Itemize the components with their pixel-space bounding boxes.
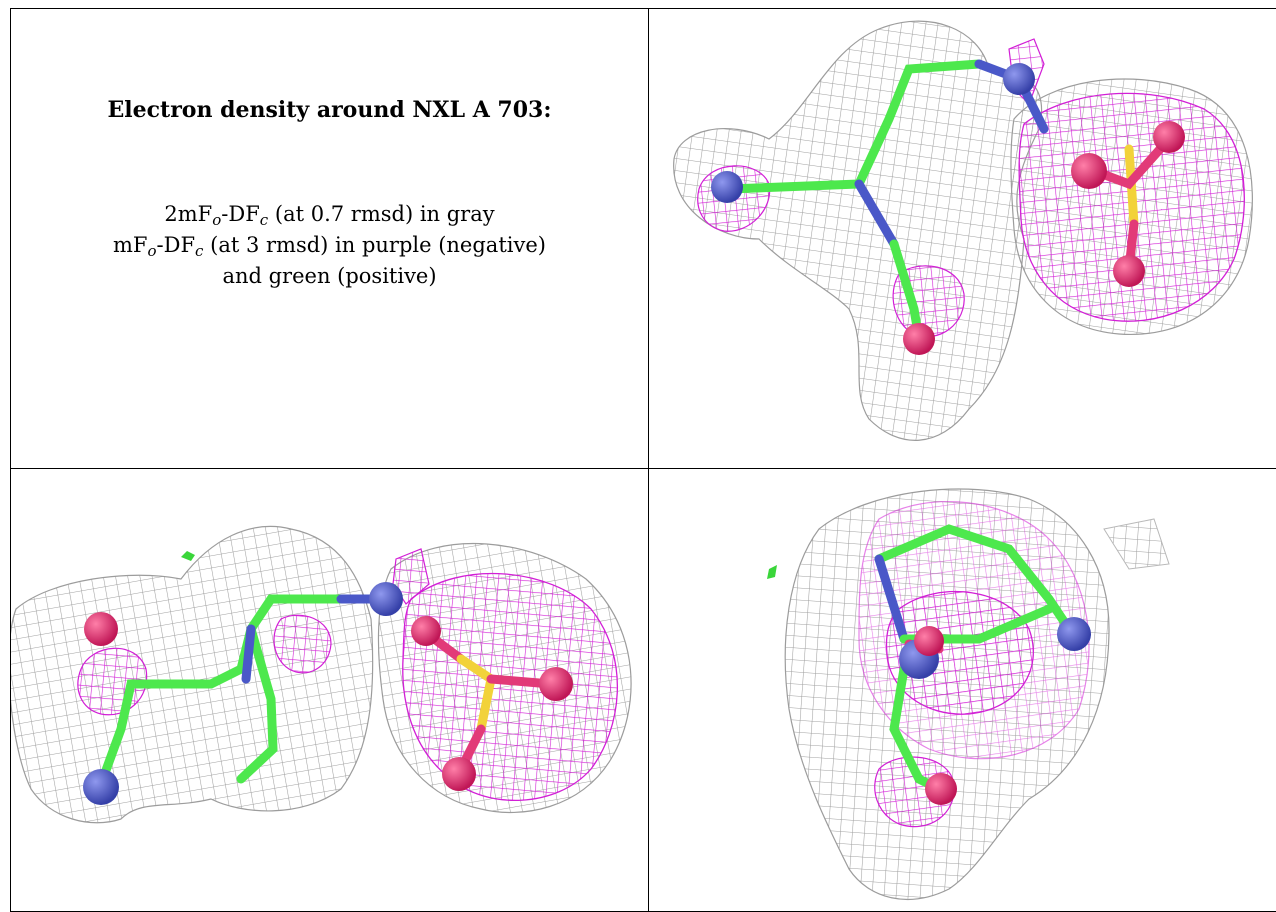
caption-line-positive: and green (positive) bbox=[222, 264, 437, 288]
purple-density-blob bbox=[402, 572, 618, 801]
purple-density-blob bbox=[392, 548, 430, 605]
carbon-bond bbox=[874, 524, 1074, 634]
oxygen-atom bbox=[1113, 255, 1145, 287]
oxygen-atom bbox=[903, 323, 935, 355]
oxygen-atom bbox=[1153, 121, 1185, 153]
nitrogen-atom bbox=[711, 171, 743, 203]
purple-density-blob bbox=[273, 614, 332, 674]
caption-cell: Electron density around NXL A 703: 2mFo-… bbox=[10, 8, 648, 468]
figure-table: Electron density around NXL A 703: 2mFo-… bbox=[10, 8, 1276, 912]
oxygen-atom bbox=[1071, 153, 1107, 189]
electron-density-mesh-icon bbox=[11, 525, 632, 824]
electron-density-mesh-icon bbox=[673, 20, 1253, 441]
caption-title: Electron density around NXL A 703: bbox=[107, 97, 552, 123]
green-density-blob bbox=[767, 565, 777, 579]
caption-line-fofc: mFo-DFc (at 3 rmsd) in purple (negative) bbox=[113, 233, 546, 260]
nitrogen-bond bbox=[241, 624, 256, 684]
caption-body: 2mFo-DFc (at 0.7 rmsd) in gray mFo-DFc (… bbox=[11, 199, 648, 292]
green-density-blob bbox=[181, 551, 195, 561]
carbon-bond bbox=[236, 624, 278, 784]
oxygen-atom bbox=[925, 773, 957, 805]
nitrogen-atom bbox=[1003, 63, 1035, 95]
caption-line-2fofc: 2mFo-DFc (at 0.7 rmsd) in gray bbox=[164, 202, 495, 229]
gray-density-blob bbox=[11, 525, 374, 824]
purple-density-blob bbox=[885, 590, 1034, 715]
oxygen-atom bbox=[411, 616, 441, 646]
nitrogen-atom bbox=[1057, 617, 1091, 651]
carbon-bond bbox=[724, 59, 984, 194]
density-panel-2 bbox=[10, 468, 648, 912]
oxygen-atom bbox=[539, 667, 573, 701]
density-panel-3 bbox=[648, 468, 1276, 912]
gray-density-blob bbox=[1103, 518, 1170, 570]
carbon-bond bbox=[96, 594, 346, 789]
nitrogen-atom bbox=[369, 582, 403, 616]
nitrogen-atom bbox=[83, 769, 119, 805]
purple-density-blob bbox=[874, 756, 955, 828]
oxygen-atom bbox=[442, 757, 476, 791]
electron-density-mesh-icon bbox=[767, 488, 1170, 900]
nitrogen-bond bbox=[874, 554, 909, 644]
oxygen-atom bbox=[84, 612, 118, 646]
nitrogen-bond bbox=[854, 179, 899, 249]
oxygen-atom bbox=[914, 626, 944, 656]
density-panel-1 bbox=[648, 8, 1276, 468]
